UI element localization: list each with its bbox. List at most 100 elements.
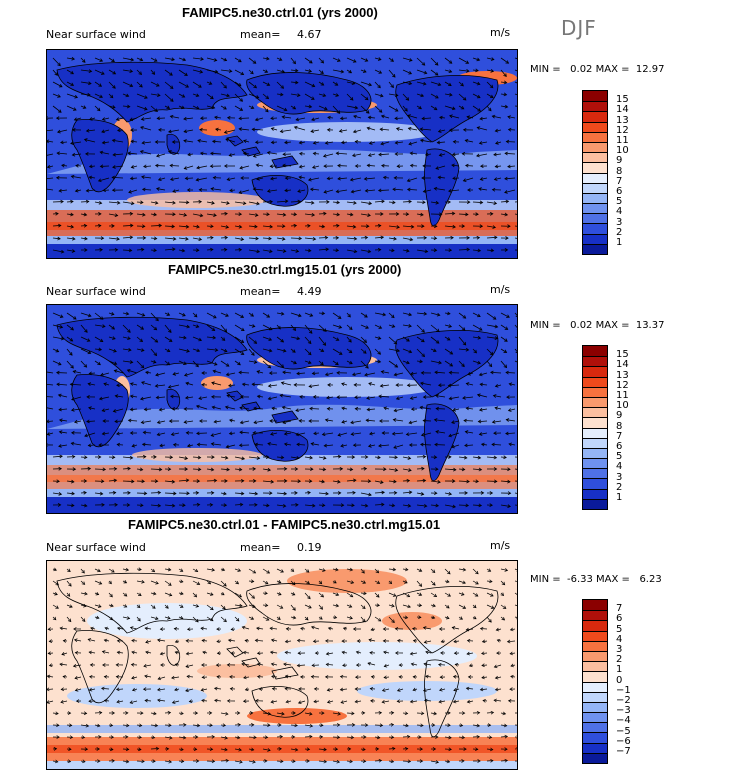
colorbar-tick-label: 5 [616, 451, 623, 463]
mean-label: mean= [240, 541, 281, 554]
colorbar-cell [583, 661, 607, 672]
colorbar-cell [583, 712, 607, 723]
colorbar-tick-label: 4 [616, 206, 623, 218]
colorbar-cell [583, 141, 607, 153]
colorbar-tick-label: 5 [616, 196, 623, 208]
colorbar-cell [583, 427, 607, 438]
colorbar-cell [583, 203, 607, 214]
colorbar-cell [583, 752, 607, 763]
colorbar-tick-label: 14 [616, 104, 629, 116]
colorbar-cell [583, 162, 607, 173]
min-max-label: MIN = -6.33 MAX = 6.23 [530, 574, 662, 585]
colorbar-cell [583, 650, 607, 662]
colorbar-tick-label: −7 [616, 746, 631, 757]
wind-map [46, 304, 518, 514]
colorbar-cell [583, 478, 607, 489]
panel-title: FAMIPC5.ne30.ctrl.01 (yrs 2000) [182, 5, 378, 20]
colorbar-cell [583, 346, 607, 357]
colorbar-cell [583, 386, 607, 397]
colorbar-tick-label: 6 [616, 186, 623, 197]
colorbar-tick-label: 12 [616, 124, 629, 136]
colorbar-tick-label: 11 [616, 135, 629, 146]
colorbar-cells [582, 345, 608, 510]
colorbar-cell [583, 407, 607, 418]
wind-vectors [47, 56, 517, 254]
colorbar-tick-label: 0 [616, 674, 623, 686]
colorbar-tick-label: 3 [616, 644, 623, 655]
colorbar-cell [583, 742, 607, 753]
wind-vectors [47, 311, 517, 509]
colorbar-tick-label: 2 [616, 481, 623, 493]
units-label: m/s [490, 539, 511, 552]
colorbar-tick-label: 9 [616, 410, 623, 422]
map-svg [47, 50, 517, 258]
colorbar-tick-label: 5 [616, 623, 623, 635]
colorbar-cell [583, 223, 607, 234]
colorbar-cell [583, 691, 607, 702]
colorbar-tick-label: −2 [616, 695, 631, 706]
colorbar-tick-label: 13 [616, 114, 629, 126]
colorbar-cell [583, 111, 607, 122]
mean-label: mean= [240, 28, 281, 41]
units-label: m/s [490, 283, 511, 296]
panel-title: FAMIPC5.ne30.ctrl.mg15.01 (yrs 2000) [168, 262, 402, 277]
colorbar-tick-label: 7 [616, 430, 623, 442]
colorbar-tick-label: −6 [616, 735, 631, 747]
colorbar-tick-label: 10 [616, 145, 629, 157]
mean-value: 4.49 [297, 285, 322, 298]
colorbar-tick-label: 14 [616, 359, 629, 371]
colorbar-cell [583, 437, 607, 448]
colorbar-tick-label: 1 [616, 492, 623, 503]
colorbar-cell [583, 458, 607, 469]
colorbar-tick-label: 3 [616, 471, 623, 483]
colorbar-cell [583, 417, 607, 428]
colorbar-cells [582, 599, 608, 764]
colorbar: 7 6 5 4 3 2 1 0 −1 −2 −3 −4 −5 −6 −7 [582, 599, 631, 764]
colorbar-tick-label: 11 [616, 390, 629, 401]
colorbar-cells [582, 90, 608, 255]
colorbar-tick-label: 7 [616, 603, 623, 615]
mean-value: 4.67 [297, 28, 322, 41]
colorbar-cell [583, 732, 607, 743]
panel-title: FAMIPC5.ne30.ctrl.01 - FAMIPC5.ne30.ctrl… [128, 517, 441, 532]
colorbar-cell [583, 131, 607, 142]
colorbar-cell [583, 182, 607, 193]
season-label: DJF [561, 16, 597, 40]
colorbar-tick-label: 6 [616, 613, 623, 625]
colorbar-tick-label: 2 [616, 654, 623, 666]
colorbar-cell [583, 152, 607, 163]
colorbar-tick-label: −4 [616, 715, 631, 727]
colorbar-tick-label: 8 [616, 420, 623, 432]
min-max-label: MIN = 0.02 MAX = 12.97 [530, 64, 665, 75]
colorbar-tick-label: 7 [616, 175, 623, 187]
map-svg [47, 561, 517, 769]
map-svg [47, 305, 517, 513]
variable-label: Near surface wind [46, 541, 146, 554]
colorbar-tick-label: 13 [616, 369, 629, 381]
colorbar-cell [583, 630, 607, 641]
colorbar-cell [583, 488, 607, 499]
colorbar-cell [583, 620, 607, 631]
colorbar-cell [583, 671, 607, 682]
units-label: m/s [490, 26, 511, 39]
colorbar-tick-label: 1 [616, 237, 623, 248]
colorbar-tick-label: −3 [616, 705, 631, 717]
colorbar-cell [583, 172, 607, 183]
colorbar-cell [583, 681, 607, 692]
colorbar-cell [583, 640, 607, 651]
colorbar-cell [583, 701, 607, 713]
difference-map [46, 560, 518, 770]
colorbar-cell [583, 366, 607, 377]
colorbar-tick-label: 3 [616, 216, 623, 228]
colorbar-tick-label: 6 [616, 441, 623, 452]
colorbar-tick-label: −1 [616, 684, 631, 696]
colorbar-cell [583, 356, 607, 367]
mean-value: 0.19 [297, 541, 322, 554]
colorbar-cell [583, 101, 607, 112]
colorbar-tick-label: 12 [616, 379, 629, 391]
min-max-label: MIN = 0.02 MAX = 13.37 [530, 320, 665, 331]
colorbar-tick-label: 15 [616, 94, 629, 106]
colorbar: 15 14 13 12 11 10 9 8 7 6 5 4 3 2 1 [582, 90, 629, 255]
colorbar-tick-label: 4 [616, 633, 623, 645]
colorbar-cell [583, 376, 607, 387]
